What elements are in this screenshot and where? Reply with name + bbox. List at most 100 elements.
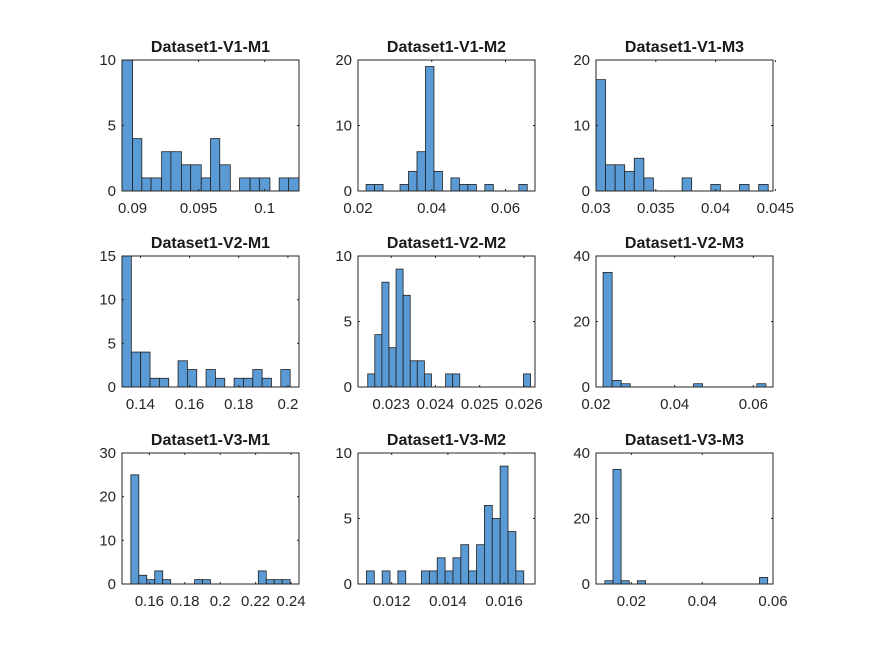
histogram-bar (397, 570, 407, 585)
histogram-panel: 0.16 0.18 0.2 0.22 0.24 0 10 20 30 Dataset1-V3-M1 (99, 432, 305, 610)
y-tick-label: 0 (582, 576, 590, 593)
histogram-panel: 0.02 0.04 0.06 0 10 20 Dataset1-V1-M2 (335, 39, 536, 217)
histogram-bar (202, 579, 211, 585)
histogram-bar (177, 360, 188, 388)
axes-background (596, 453, 773, 584)
y-tick-label: 0 (108, 183, 116, 200)
histogram-panel: 0.02 0.04 0.06 0 20 40 Dataset1-V2-M3 (573, 235, 774, 413)
x-tick-label: 0.18 (224, 396, 253, 413)
x-tick-label: 0.04 (701, 200, 730, 217)
histogram-bar (367, 373, 376, 388)
x-tick-label: 0.2 (278, 396, 299, 413)
histogram-bar (381, 281, 390, 388)
histogram-bar (484, 504, 493, 585)
histogram-bar (261, 377, 272, 388)
y-tick-label: 0 (344, 379, 352, 396)
histogram-bar (374, 334, 383, 388)
x-tick-label: 0.04 (688, 593, 717, 610)
histogram-bar (381, 570, 391, 585)
histogram-bar (459, 184, 469, 192)
histogram-panel: 0.02 0.04 0.06 0 20 40 Dataset1-V3-M3 (573, 432, 787, 610)
histogram-bar (273, 579, 283, 585)
histogram-bar (484, 184, 494, 192)
histogram-bar (450, 177, 460, 192)
y-tick-label: 20 (573, 511, 590, 528)
histogram-bar (365, 184, 375, 192)
histogram-bar (428, 570, 438, 585)
y-tick-label: 20 (573, 52, 590, 69)
histogram-bar (633, 157, 645, 192)
histogram-bar (507, 531, 517, 585)
histogram-bar (423, 373, 432, 388)
x-tick-label: 0.06 (739, 396, 768, 413)
y-tick-label: 0 (582, 379, 590, 396)
x-tick-label: 0.16 (175, 396, 204, 413)
x-tick-label: 0.02 (617, 593, 646, 610)
y-tick-label: 40 (573, 445, 590, 462)
histogram-bar (611, 380, 622, 388)
histogram-bar (190, 164, 202, 192)
histogram-bar (140, 351, 151, 388)
y-tick-label: 5 (344, 314, 352, 331)
histogram-bar (739, 184, 750, 192)
y-tick-label: 0 (344, 576, 352, 593)
x-tick-label: 0.012 (373, 593, 411, 610)
histogram-bar (194, 579, 203, 585)
histogram-bar (154, 570, 164, 585)
histogram-bar (595, 79, 606, 192)
histogram-bar (395, 268, 404, 388)
histogram-bar (499, 465, 509, 585)
x-tick-label: 0.024 (417, 396, 455, 413)
x-tick-label: 0.18 (170, 593, 199, 610)
y-tick-label: 10 (335, 248, 352, 265)
x-tick-label: 0.24 (276, 593, 305, 610)
x-tick-label: 0.095 (180, 200, 218, 217)
histogram-bar (452, 557, 462, 585)
histogram-bar (162, 579, 172, 585)
histogram-bar (249, 177, 260, 192)
axes-background (596, 60, 773, 191)
histogram-bar (421, 570, 430, 585)
y-tick-label: 0 (108, 576, 116, 593)
x-tick-label: 0.035 (637, 200, 675, 217)
histogram-bar (130, 474, 140, 585)
y-tick-label: 30 (99, 445, 116, 462)
y-tick-label: 20 (573, 314, 590, 331)
histogram-panel: 0.012 0.014 0.016 0 5 10 Dataset1-V3-M2 (335, 432, 536, 610)
axes-box (121, 255, 300, 388)
x-tick-label: 0.045 (757, 200, 795, 217)
y-tick-label: 10 (99, 52, 116, 69)
histogram-panel: 0.03 0.035 0.04 0.045 0 10 20 Dataset1-V1-M3 (573, 39, 794, 217)
y-tick-label: 0 (344, 183, 352, 200)
y-tick-label: 5 (108, 335, 116, 352)
histogram-bar (444, 570, 454, 585)
y-tick-label: 40 (573, 248, 590, 265)
panel-title: Dataset1-V3-M1 (151, 432, 270, 449)
y-tick-label: 20 (335, 52, 352, 69)
x-tick-label: 0.026 (505, 396, 543, 413)
histogram-bar (433, 170, 443, 192)
histogram-bar (436, 557, 446, 585)
histogram-bar (257, 570, 267, 585)
histogram-bar (612, 468, 622, 585)
histogram-bar (278, 177, 289, 192)
x-tick-label: 0.1 (254, 200, 275, 217)
histogram-bar (409, 360, 418, 388)
histogram-bar (239, 177, 251, 192)
axes-box (121, 452, 300, 585)
histogram-panel: 0.14 0.16 0.18 0.2 0 5 10 15 Dataset1-V2-M1 (99, 235, 300, 413)
histogram-bar (602, 271, 613, 388)
histogram-bar (243, 377, 254, 388)
histogram-bar (425, 66, 435, 192)
x-tick-label: 0.014 (429, 593, 467, 610)
histogram-bar (523, 373, 531, 388)
histogram-bar (416, 360, 425, 388)
y-tick-label: 20 (99, 489, 116, 506)
panel-title: Dataset1-V2-M3 (625, 235, 744, 252)
histogram-bar (215, 377, 226, 388)
panel-title: Dataset1-V3-M3 (625, 432, 744, 449)
histogram-bar (491, 518, 501, 585)
y-tick-label: 10 (335, 118, 352, 135)
axes-background (122, 453, 299, 584)
histogram-bar (181, 164, 192, 192)
